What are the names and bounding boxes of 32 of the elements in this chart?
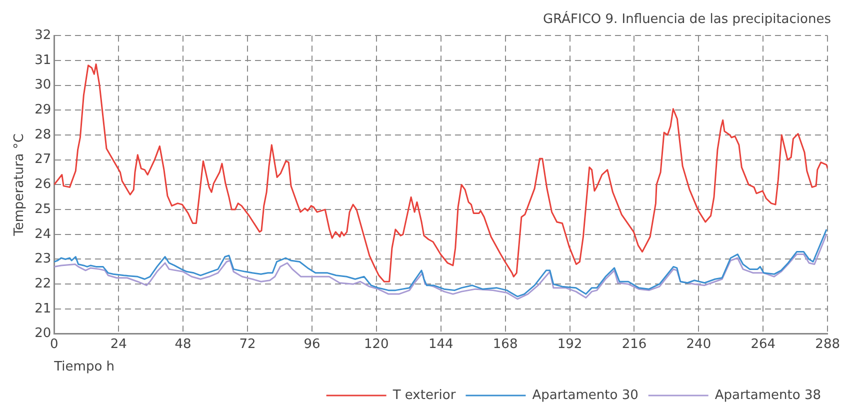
x-tick-label: 168	[492, 336, 518, 352]
y-tick-label: 22	[34, 276, 52, 292]
x-tick-label: 120	[364, 336, 389, 352]
x-tick-label: 96	[304, 336, 320, 352]
x-tick-label: 216	[622, 336, 647, 352]
legend-label: Apartamento 38	[714, 388, 822, 403]
x-tick-label: 24	[110, 336, 127, 352]
x-tick-label: 264	[750, 336, 776, 352]
y-tick-label: 25	[34, 202, 52, 217]
y-tick-label: 31	[34, 52, 52, 68]
x-tick-label: 144	[428, 336, 454, 352]
x-tick-label: 240	[686, 336, 712, 352]
legend-label: T exterior	[392, 388, 456, 403]
y-tick-label: 30	[34, 78, 52, 93]
y-tick-label: 28	[34, 127, 52, 142]
y-tick-label: 21	[34, 301, 52, 316]
y-tick-label: 20	[34, 326, 52, 342]
y-tick-label: 23	[34, 252, 52, 267]
y-axis-title: Temperatura °C	[12, 134, 28, 237]
x-axis-title: Tiempo h	[53, 360, 115, 375]
x-tick-label: 192	[557, 336, 582, 352]
chart-title: GRÁFICO 9. Influencia de las precipitaciones	[543, 10, 832, 28]
y-tick-label: 27	[34, 152, 52, 168]
x-tick-label: 288	[815, 336, 840, 352]
y-tick-label: 32	[34, 28, 52, 43]
y-tick-label: 29	[34, 102, 52, 118]
y-tick-label: 24	[34, 226, 52, 242]
x-tick-label: 0	[50, 336, 58, 352]
x-tick-label: 48	[174, 336, 192, 352]
legend-label: Apartamento 30	[532, 388, 638, 403]
y-tick-label: 26	[34, 177, 52, 192]
x-tick-label: 72	[239, 336, 256, 352]
